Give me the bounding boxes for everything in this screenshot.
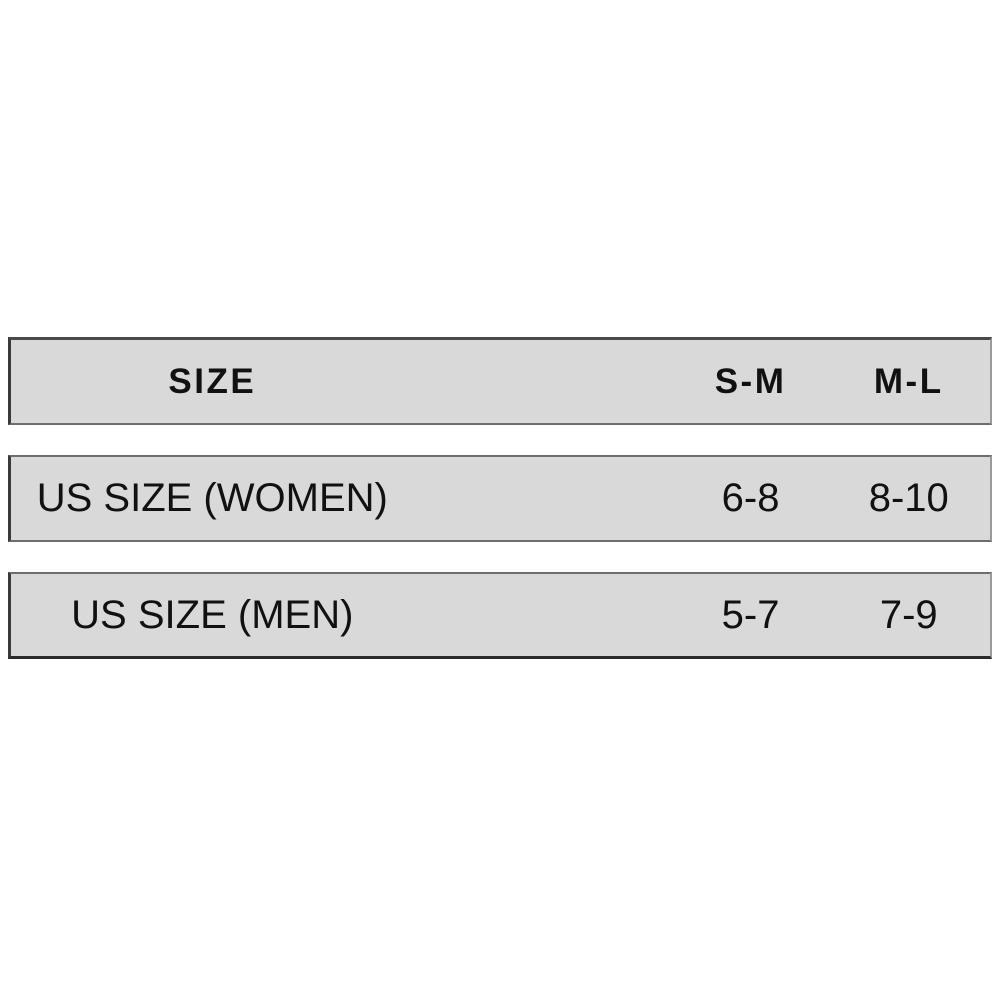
- row-value-women-m-l: 8-10: [868, 476, 949, 520]
- row-label-us-size-women: US SIZE (WOMEN): [36, 476, 388, 520]
- row-value-men-m-l: 7-9: [879, 592, 938, 637]
- table-row: US SIZE (WOMEN) 6-8 8-10: [8, 455, 992, 542]
- row-separator-gap: [8, 425, 992, 455]
- header-cell-s-m: S-M: [714, 361, 787, 401]
- header-cell-size: SIZE: [168, 361, 257, 401]
- table-row: US SIZE (MEN) 5-7 7-9: [8, 572, 992, 659]
- row-separator-gap: [8, 542, 992, 572]
- header-cell-m-l: M-L: [873, 361, 944, 401]
- table-header-row: SIZE S-M M-L: [8, 337, 992, 425]
- row-label-us-size-men: US SIZE (MEN): [71, 592, 354, 637]
- row-value-men-s-m: 5-7: [721, 592, 780, 637]
- size-chart-table: SIZE S-M M-L US SIZE (WOMEN) 6-8 8-10 US…: [8, 337, 992, 659]
- row-value-women-s-m: 6-8: [721, 476, 780, 520]
